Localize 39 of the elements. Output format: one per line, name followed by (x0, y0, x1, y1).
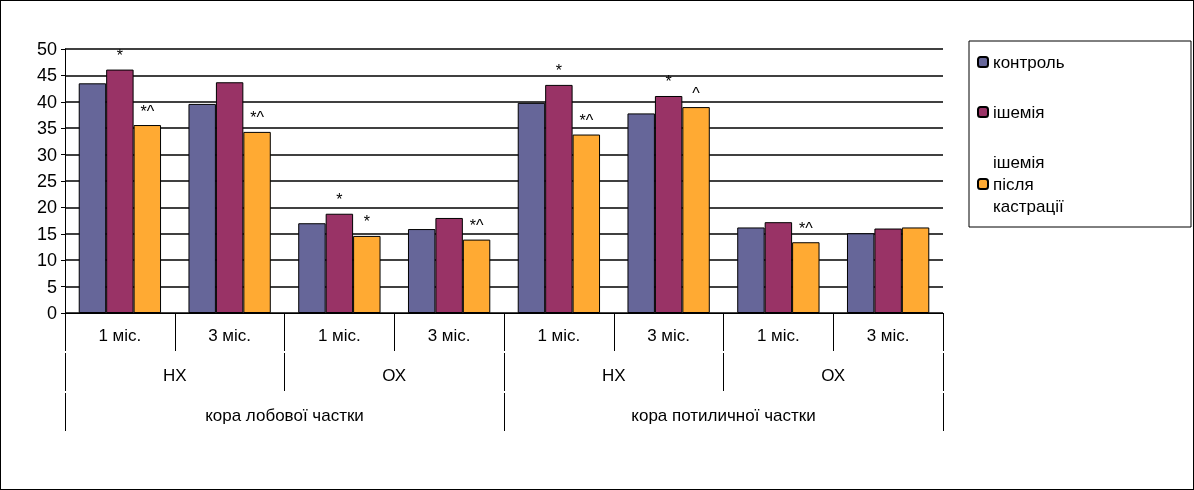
legend-label: ішемія після кастрації (993, 152, 1064, 216)
y-tick-label: 0 (46, 303, 57, 323)
x-tick-label: 3 міс. (427, 326, 471, 345)
data-label: * (363, 213, 370, 231)
text: ОХ (382, 366, 407, 385)
text: НХ (601, 366, 626, 385)
legend-label: ішемія (993, 102, 1045, 122)
x-tick-label: 1 міс. (317, 326, 361, 345)
x-tick-label: 1 міс. (537, 326, 581, 345)
data-label: *^ (250, 109, 265, 127)
y-tick-label: 45 (36, 65, 57, 86)
y-tick-label: 50 (36, 39, 57, 59)
y-tick-label: 30 (36, 144, 57, 165)
data-label: *^ (798, 219, 814, 237)
text: ОХ (821, 366, 846, 385)
x-tick-label: 3 міс. (866, 326, 910, 345)
x-tick-label: 3 міс. (208, 326, 252, 345)
legend-label: контроль (993, 52, 1065, 72)
y-tick-label: 35 (36, 118, 57, 139)
y-tick-label: 20 (36, 197, 57, 218)
text: кора лобової частки (205, 406, 364, 425)
y-tick-label: 10 (36, 250, 57, 271)
y-tick-label: 15 (36, 223, 57, 244)
data-label: *^ (469, 217, 484, 235)
data-label: * (665, 73, 672, 91)
text: НХ (162, 366, 187, 385)
x-tick-label: 1 міс. (98, 326, 142, 345)
data-label: *^ (140, 102, 155, 120)
data-label: * (336, 191, 343, 209)
x-tick-label: 3 міс. (647, 326, 691, 345)
y-tick-label: 40 (36, 91, 57, 112)
x-tick-label: 1 міс. (756, 326, 800, 345)
data-label: *^ (579, 112, 594, 130)
data-label: ^ (692, 84, 701, 102)
text: кора потиличної частки (631, 406, 816, 425)
y-tick-label: 5 (46, 276, 57, 297)
y-tick-label: 25 (36, 171, 57, 191)
data-label: * (555, 62, 562, 80)
data-label: * (116, 47, 123, 65)
